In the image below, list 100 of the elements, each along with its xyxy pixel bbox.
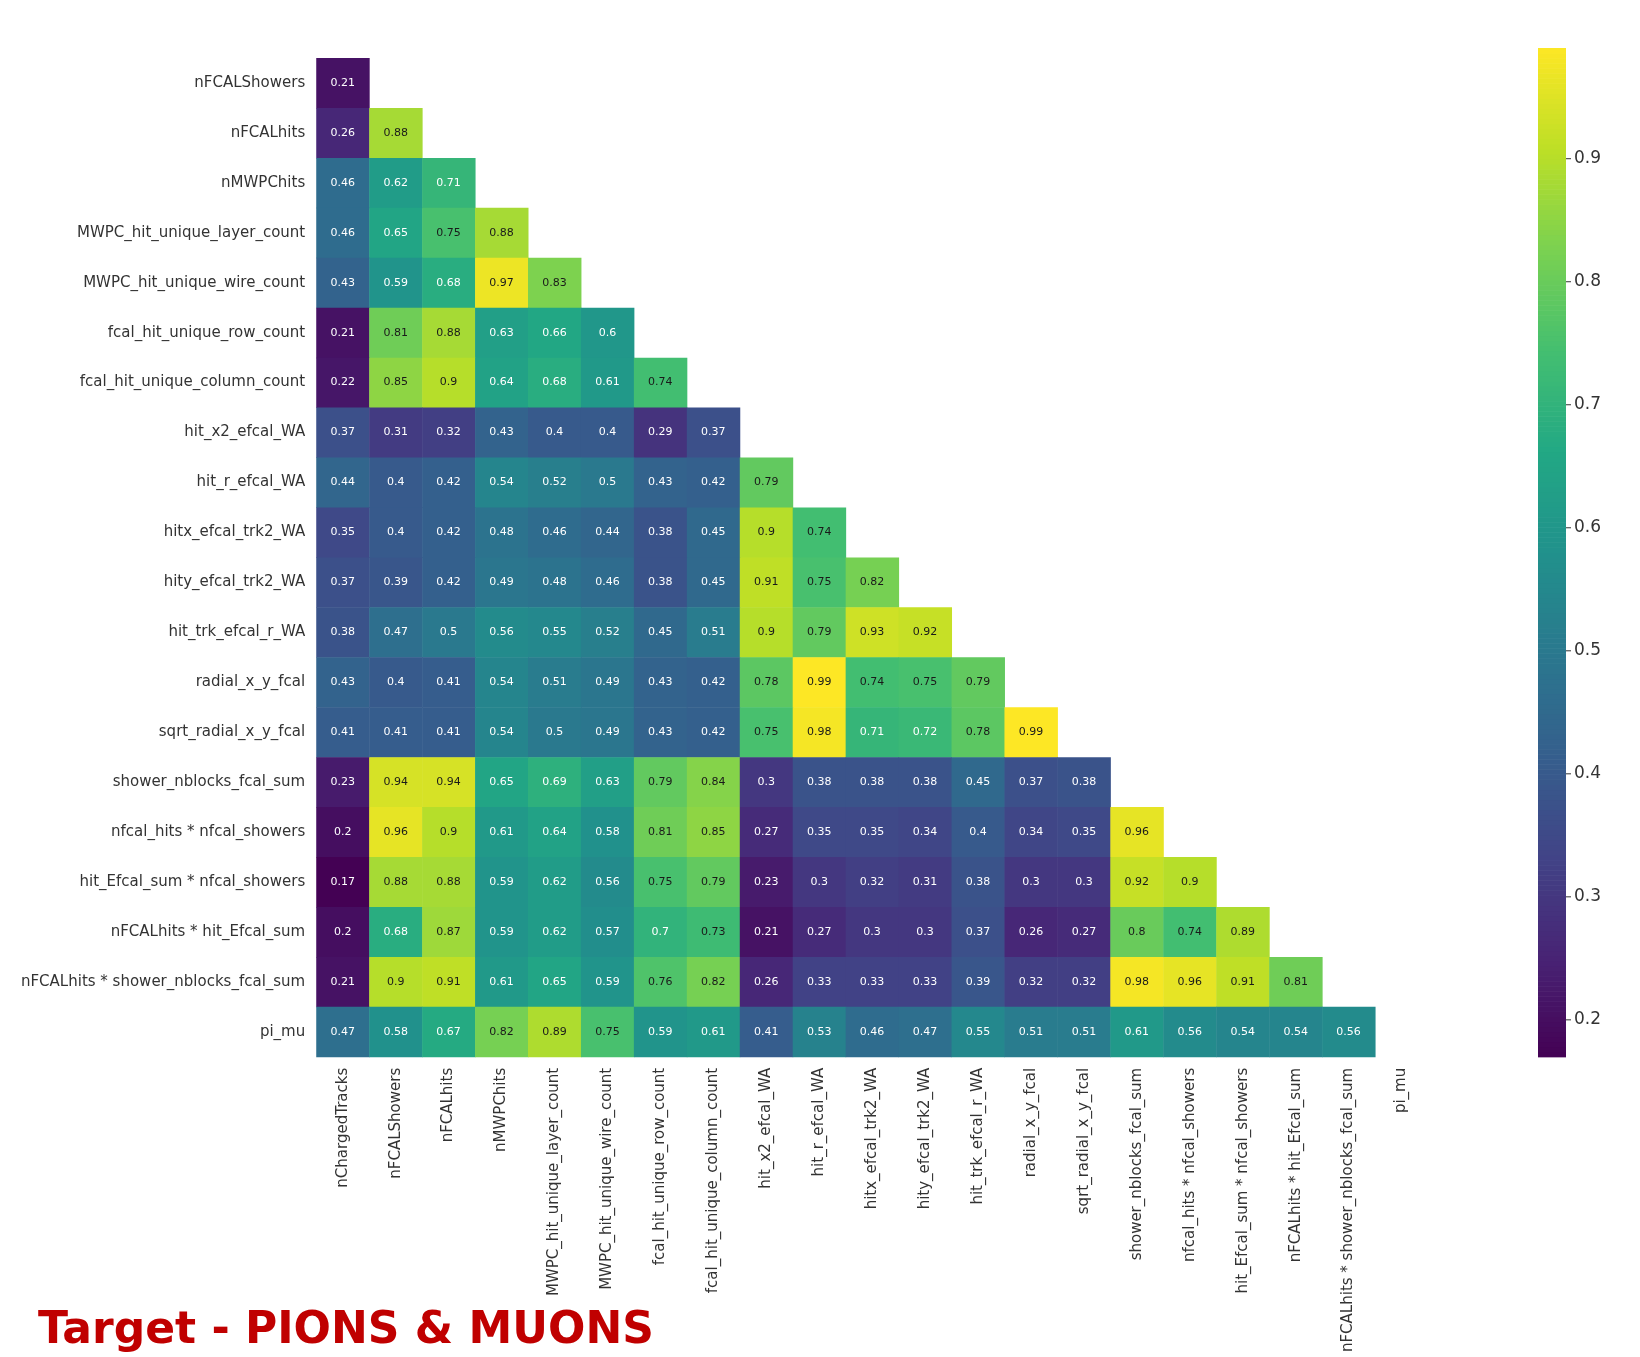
data-label: 0.9 — [757, 525, 775, 539]
data-label: 0.79 — [753, 475, 779, 489]
data-label: 0.59 — [383, 275, 408, 289]
data-label: 0.42 — [701, 725, 726, 739]
data-label: 0.69 — [542, 774, 567, 788]
y-tick-label: nFCALhits — [230, 122, 306, 141]
data-label: 0.3 — [757, 774, 775, 788]
data-label: 0.74 — [648, 375, 673, 389]
data-label: 0.61 — [1124, 1024, 1150, 1038]
color-bar-label: 0.6 — [1574, 516, 1602, 537]
y-tick-label: MWPC_hit_unique_layer_count — [76, 222, 306, 242]
data-label: 0.82 — [489, 1024, 514, 1038]
data-label: 0.27 — [753, 824, 779, 838]
data-label: 0.88 — [383, 125, 408, 139]
data-label: 0.54 — [489, 725, 514, 739]
data-label: 0.62 — [542, 924, 567, 938]
x-tick-label: hitx_efcal_trk2_WA — [862, 1067, 882, 1210]
color-bar-label: 0.7 — [1574, 393, 1602, 414]
x-tick-label: pi_mu — [1391, 1067, 1411, 1114]
data-label: 0.59 — [489, 874, 514, 888]
data-label: 0.81 — [1283, 974, 1308, 988]
data-label: 0.37 — [330, 575, 355, 589]
x-tick-label: nFCALhits * hit_Efcal_sum — [1285, 1067, 1305, 1263]
y-tick-label: hitx_efcal_trk2_WA — [163, 522, 306, 542]
x-tick-label: MWPC_hit_unique_wire_count — [597, 1067, 617, 1290]
data-label: 0.39 — [965, 974, 991, 988]
data-label: 0.56 — [595, 874, 620, 888]
y-tick-label: hit_Efcal_sum * nfcal_showers — [79, 871, 306, 891]
data-label: 0.92 — [912, 625, 938, 639]
data-label: 0.34 — [912, 824, 938, 838]
data-label: 0.45 — [965, 774, 991, 788]
data-label: 0.99 — [806, 675, 832, 689]
data-label: 0.37 — [701, 425, 726, 439]
y-tick-label: hit_trk_efcal_r_WA — [168, 622, 306, 642]
data-label: 0.38 — [1071, 774, 1097, 788]
data-label: 0.83 — [542, 275, 567, 289]
data-label: 0.52 — [542, 475, 567, 489]
data-label: 0.32 — [1071, 974, 1097, 988]
data-label: 0.49 — [595, 725, 620, 739]
y-tick-label: hity_efcal_trk2_WA — [163, 572, 306, 592]
y-tick-label: fcal_hit_unique_column_count — [79, 372, 306, 392]
data-label: 0.56 — [1336, 1024, 1361, 1038]
data-label: 0.79 — [701, 874, 726, 888]
data-label: 0.22 — [330, 375, 355, 389]
data-label: 0.42 — [701, 675, 726, 689]
data-label: 0.29 — [648, 425, 673, 439]
data-label: 0.42 — [436, 525, 461, 539]
data-label: 0.9 — [757, 625, 775, 639]
data-label: 0.57 — [595, 924, 620, 938]
data-label: 0.96 — [1124, 824, 1150, 838]
data-label: 0.23 — [330, 774, 355, 788]
data-label: 0.52 — [595, 625, 620, 639]
data-label: 0.75 — [806, 575, 832, 589]
data-label: 0.74 — [859, 675, 885, 689]
data-label: 0.78 — [965, 725, 991, 739]
x-tick-label: sqrt_radial_x_y_fcal — [1073, 1067, 1093, 1215]
data-label: 0.61 — [489, 824, 514, 838]
data-label: 0.59 — [595, 974, 620, 988]
data-label: 0.71 — [859, 725, 885, 739]
data-label: 0.96 — [383, 824, 408, 838]
data-label: 0.23 — [753, 874, 779, 888]
x-tick-label: MWPC_hit_unique_layer_count — [544, 1067, 564, 1297]
y-tick-label: nMWPChits — [221, 172, 306, 191]
data-label: 0.67 — [436, 1024, 461, 1038]
data-label: 0.41 — [753, 1024, 779, 1038]
data-label: 0.78 — [753, 675, 779, 689]
x-tick-label: shower_nblocks_fcal_sum — [1126, 1067, 1146, 1261]
data-label: 0.42 — [436, 475, 461, 489]
data-label: 0.68 — [542, 375, 567, 389]
data-label: 0.35 — [1071, 824, 1097, 838]
data-label: 0.26 — [1018, 924, 1044, 938]
data-label: 0.9 — [439, 824, 458, 838]
data-label: 0.74 — [1177, 924, 1203, 938]
data-label: 0.58 — [383, 1024, 408, 1038]
data-label: 0.45 — [648, 625, 673, 639]
data-label: 0.51 — [1071, 1024, 1097, 1038]
data-label: 0.91 — [753, 575, 779, 589]
data-label: 0.89 — [542, 1024, 567, 1038]
data-label: 0.49 — [489, 575, 514, 589]
data-label: 0.42 — [436, 575, 461, 589]
color-bar-label: 0.8 — [1574, 270, 1602, 291]
data-label: 0.81 — [648, 824, 673, 838]
data-label: 0.3 — [916, 924, 934, 938]
x-tick-label: nFCALShowers — [385, 1067, 404, 1179]
data-label: 0.37 — [330, 425, 355, 439]
data-label: 0.46 — [595, 575, 620, 589]
data-label: 0.85 — [701, 824, 726, 838]
data-label: 0.45 — [701, 575, 726, 589]
data-label: 0.4 — [386, 525, 405, 539]
data-label: 0.63 — [595, 774, 620, 788]
data-label: 0.5 — [598, 475, 617, 489]
data-label: 0.33 — [912, 974, 938, 988]
data-label: 0.74 — [806, 525, 832, 539]
data-label: 0.88 — [383, 874, 408, 888]
data-label: 0.46 — [542, 525, 567, 539]
data-label: 0.32 — [436, 425, 461, 439]
data-label: 0.8 — [1128, 924, 1146, 938]
data-label: 0.75 — [595, 1024, 620, 1038]
data-label: 0.75 — [753, 725, 779, 739]
data-label: 0.97 — [489, 275, 514, 289]
